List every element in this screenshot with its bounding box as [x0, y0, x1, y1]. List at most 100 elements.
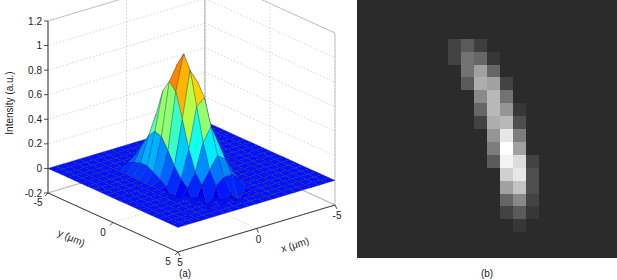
image-cell [500, 181, 514, 194]
image-cell [604, 142, 617, 155]
image-cell [591, 65, 605, 78]
grid-line [205, 72, 335, 131]
image-cell [539, 155, 553, 168]
image-cell [513, 232, 527, 245]
image-cell [487, 194, 501, 207]
image-cell [396, 90, 410, 103]
image-cell [422, 155, 436, 168]
axes: -0.200.20.40.60.811.2-505-505 [25, 16, 342, 269]
image-cell [513, 103, 527, 116]
image-cell [396, 168, 410, 181]
axes-box [48, 0, 335, 252]
image-cell [487, 90, 501, 103]
image-cells [357, 0, 617, 258]
image-cell [565, 219, 579, 232]
image-cell [500, 168, 514, 181]
grid-line [48, 0, 205, 21]
image-cell [396, 116, 410, 129]
image-cell [370, 129, 384, 142]
image-cell [539, 65, 553, 78]
image-cell [526, 13, 540, 26]
image-cell [487, 0, 501, 13]
image-cell [526, 219, 540, 232]
image-cell [578, 181, 592, 194]
image-cell [435, 65, 449, 78]
image-cell [383, 245, 397, 258]
image-cell [396, 219, 410, 232]
image-cell [526, 65, 540, 78]
image-cell [409, 129, 423, 142]
image-cell [500, 129, 514, 142]
image-cell [591, 129, 605, 142]
image-cell [461, 181, 475, 194]
image-cell [513, 65, 527, 78]
image-cell [474, 206, 488, 219]
x-tick-label: -5 [333, 210, 342, 221]
image-cell [357, 39, 371, 52]
image-cell [461, 129, 475, 142]
image-cell [357, 142, 371, 155]
image-cell [383, 194, 397, 207]
grid-line [205, 97, 335, 156]
image-cell [422, 77, 436, 90]
image-cell [370, 103, 384, 116]
image-cell [474, 13, 488, 26]
image-cell [604, 219, 617, 232]
image-cell [552, 103, 566, 116]
image-cell [461, 116, 475, 129]
image-cell [604, 232, 617, 245]
image-cell [604, 206, 617, 219]
image-cell [604, 194, 617, 207]
image-cell [448, 245, 462, 258]
image-cell [513, 219, 527, 232]
image-cell [500, 39, 514, 52]
image-cell [513, 77, 527, 90]
image-cell [474, 168, 488, 181]
z-tick [44, 70, 48, 71]
image-cell [513, 129, 527, 142]
panel-caption: (b) [481, 268, 493, 279]
grid [48, 0, 335, 252]
image-cell [396, 245, 410, 258]
image-cell [461, 206, 475, 219]
image-cell [383, 155, 397, 168]
image-cell [513, 181, 527, 194]
y-tick-label: 5 [165, 256, 171, 267]
grid-line [270, 4, 271, 176]
image-cell [448, 77, 462, 90]
image-cell [422, 65, 436, 78]
image-cell [461, 103, 475, 116]
image-cell [565, 155, 579, 168]
image-cell [552, 116, 566, 129]
image-cell [487, 103, 501, 116]
image-cell [591, 116, 605, 129]
image-cell [500, 219, 514, 232]
image-cell [474, 194, 488, 207]
image-cell [474, 155, 488, 168]
image-cell [487, 142, 501, 155]
image-cell [565, 90, 579, 103]
image-cell [370, 194, 384, 207]
image-cell [591, 219, 605, 232]
image-cell [500, 90, 514, 103]
image-cell [578, 116, 592, 129]
image-cell [474, 142, 488, 155]
back-pane [48, 146, 335, 252]
image-cell [513, 245, 527, 258]
image-cell [604, 77, 617, 90]
y-tick [45, 193, 48, 196]
image-cell [435, 116, 449, 129]
image-cell [552, 0, 566, 13]
image-cell [435, 52, 449, 65]
image-cell [422, 219, 436, 232]
x-tick [178, 252, 180, 256]
image-cell [487, 39, 501, 52]
image-cell [422, 116, 436, 129]
image-cell [357, 77, 371, 90]
image-cell [526, 155, 540, 168]
image-cell [435, 181, 449, 194]
y-tick-label: 0 [100, 227, 106, 238]
grid-line [48, 21, 49, 193]
panel-a: -0.200.20.40.60.811.2-505-505Intensity (… [4, 0, 342, 279]
image-cell [474, 77, 488, 90]
